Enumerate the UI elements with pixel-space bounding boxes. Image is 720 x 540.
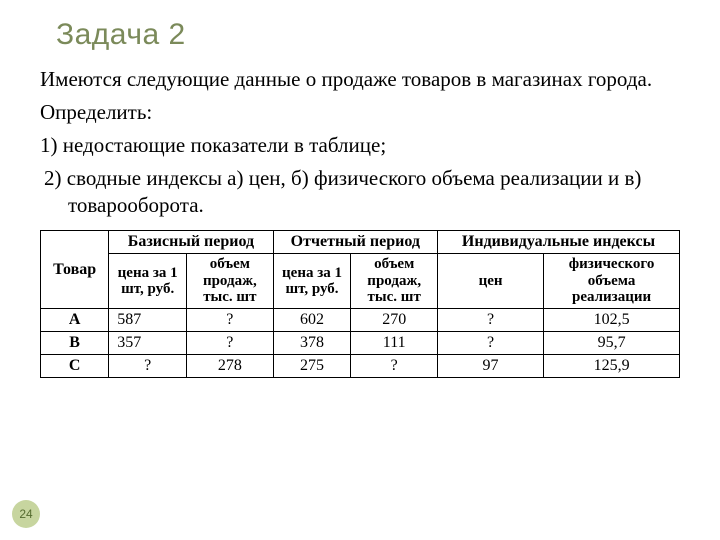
cell: 270 — [351, 308, 438, 331]
th-tovar: Товар — [41, 231, 109, 309]
prompt-text: Определить: — [40, 99, 680, 126]
intro-text: Имеются следующие данные о продаже товар… — [40, 66, 680, 93]
th-report: Отчетный период — [273, 231, 437, 254]
cell: 95,7 — [544, 331, 680, 354]
th-indiv: Индивидуальные индексы — [437, 231, 679, 254]
cell: ? — [187, 331, 274, 354]
th-idx-price: цен — [437, 254, 543, 309]
row-name: С — [41, 354, 109, 377]
cell: 587 — [109, 308, 187, 331]
data-table: Товар Базисный период Отчетный период Ин… — [40, 230, 680, 378]
cell: 102,5 — [544, 308, 680, 331]
cell: 278 — [187, 354, 274, 377]
cell: ? — [109, 354, 187, 377]
page-number-badge: 24 — [12, 500, 40, 528]
slide-title: Задача 2 — [56, 18, 680, 52]
th-base-price: цена за 1 шт, руб. — [109, 254, 187, 309]
row-name: В — [41, 331, 109, 354]
cell: ? — [437, 308, 543, 331]
table-row: С ? 278 275 ? 97 125,9 — [41, 354, 680, 377]
cell: 357 — [109, 331, 187, 354]
list-item-1: 1) недостающие показатели в таблице; — [40, 132, 680, 159]
cell: 602 — [273, 308, 351, 331]
cell: 275 — [273, 354, 351, 377]
row-name: А — [41, 308, 109, 331]
cell: ? — [187, 308, 274, 331]
table-row: А 587 ? 602 270 ? 102,5 — [41, 308, 680, 331]
cell: 97 — [437, 354, 543, 377]
cell: 378 — [273, 331, 351, 354]
th-base-vol: объем продаж, тыс. шт — [187, 254, 274, 309]
table-row: В 357 ? 378 111 ? 95,7 — [41, 331, 680, 354]
cell: 125,9 — [544, 354, 680, 377]
cell: ? — [437, 331, 543, 354]
cell: ? — [351, 354, 438, 377]
th-idx-vol: физического объема реализации — [544, 254, 680, 309]
cell: 111 — [351, 331, 438, 354]
th-base: Базисный период — [109, 231, 273, 254]
list-item-2: 2) сводные индексы а) цен, б) физическог… — [40, 165, 680, 219]
th-report-price: цена за 1 шт, руб. — [273, 254, 351, 309]
th-report-vol: объем продаж, тыс. шт — [351, 254, 438, 309]
